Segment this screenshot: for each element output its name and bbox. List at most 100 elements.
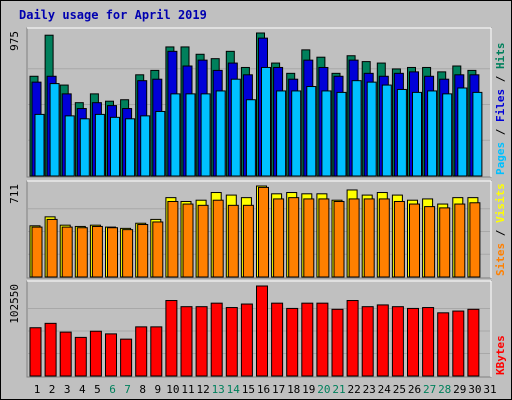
- bar-pages-day-30: [472, 91, 483, 177]
- day-label-23: 23: [363, 383, 376, 396]
- bar-sites-day-26: [409, 203, 420, 278]
- bar-kbytes-day-11: [180, 306, 193, 377]
- bar-pages-day-23: [366, 81, 377, 177]
- bar-pages-day-21: [336, 91, 347, 177]
- bar-kbytes-day-29: [452, 310, 465, 377]
- bar-kbytes-day-24: [376, 304, 389, 377]
- day-label-1: 1: [34, 383, 41, 396]
- day-label-13: 13: [212, 383, 225, 396]
- bar-kbytes-day-8: [135, 326, 148, 377]
- bar-sites-day-5: [91, 225, 103, 278]
- chart-title: Daily usage for April 2019: [19, 8, 207, 22]
- bar-pages-day-20: [321, 90, 332, 177]
- bar-sites-day-18: [288, 197, 300, 278]
- day-axis-labels: 1 2 3 4 5 6 7 8 9 10 11 12 13 14 15 16 17 18 19 20 21 22 23 24 2…: [34, 383, 497, 396]
- bar-kbytes-day-14: [225, 307, 238, 377]
- bar-kbytes-day-15: [240, 303, 253, 377]
- bar-pages-day-4: [79, 118, 90, 177]
- legend-files: Files: [494, 89, 507, 122]
- day-label-12: 12: [196, 383, 209, 396]
- day-label-2: 2: [49, 383, 56, 396]
- day-label-15: 15: [242, 383, 255, 396]
- bar-pages-day-5: [94, 113, 105, 177]
- day-label-6: 6: [109, 383, 116, 396]
- day-label-17: 17: [272, 383, 285, 396]
- panel-legend: KBytes: [494, 335, 507, 375]
- day-label-27: 27: [423, 383, 436, 396]
- day-label-8: 8: [139, 383, 146, 396]
- y-max-label: 711: [8, 184, 21, 204]
- bar-pages-day-27: [427, 90, 438, 177]
- day-label-29: 29: [453, 383, 466, 396]
- bar-kbytes-day-4: [74, 336, 87, 377]
- bar-pages-day-22: [351, 80, 362, 177]
- panel-legend: Sites / Visits: [494, 183, 507, 276]
- bar-sites-day-2: [46, 218, 58, 278]
- legend--: /: [494, 69, 507, 89]
- day-label-16: 16: [257, 383, 270, 396]
- bar-sites-day-4: [76, 227, 88, 278]
- bar-kbytes-day-17: [271, 302, 284, 377]
- day-label-11: 11: [181, 383, 194, 396]
- bar-kbytes-day-20: [316, 302, 329, 377]
- day-label-3: 3: [64, 383, 71, 396]
- bar-pages-day-28: [442, 93, 453, 177]
- bar-sites-day-25: [393, 200, 405, 278]
- chart-panels: 975 Pages / Files / Hits 711 Sites / Visits…: [8, 27, 507, 378]
- bar-pages-day-25: [396, 88, 407, 177]
- bar-kbytes-day-30: [467, 308, 480, 377]
- bar-pages-day-2: [49, 83, 60, 177]
- panel-visits_sites: 711 Sites / Visits: [8, 180, 507, 279]
- bar-kbytes-day-5: [89, 330, 102, 377]
- bar-pages-day-12: [200, 93, 211, 177]
- bar-sites-day-12: [197, 204, 209, 278]
- bar-sites-day-6: [107, 227, 118, 278]
- bar-sites-day-23: [363, 198, 375, 278]
- day-label-7: 7: [124, 383, 131, 396]
- bar-kbytes-day-13: [210, 302, 223, 377]
- day-label-4: 4: [79, 383, 86, 396]
- bar-pages-day-3: [64, 115, 75, 177]
- bar-sites-day-11: [182, 203, 194, 278]
- day-label-31: 31: [483, 383, 496, 396]
- bar-kbytes-day-16: [256, 285, 268, 377]
- day-label-5: 5: [94, 383, 101, 396]
- bar-pages-day-13: [215, 90, 226, 177]
- bar-pages-day-17: [276, 90, 287, 177]
- bar-kbytes-day-1: [29, 327, 42, 377]
- bar-sites-day-14: [227, 204, 239, 278]
- bar-pages-day-14: [230, 78, 241, 177]
- day-label-28: 28: [438, 383, 451, 396]
- day-label-24: 24: [378, 383, 392, 396]
- bar-pages-day-16: [261, 66, 271, 177]
- bar-pages-day-7: [125, 118, 136, 177]
- bar-sites-day-3: [61, 226, 73, 278]
- day-label-21: 21: [332, 383, 345, 396]
- bar-kbytes-day-21: [331, 308, 344, 377]
- bar-kbytes-day-27: [422, 307, 435, 377]
- bar-sites-day-13: [212, 199, 224, 278]
- panel-hits_files_pages: 975 Pages / Files / Hits: [8, 27, 507, 178]
- bar-sites-day-17: [273, 198, 285, 278]
- day-label-19: 19: [302, 383, 315, 396]
- bar-kbytes-day-7: [120, 338, 133, 377]
- y-max-label: 102550: [8, 284, 21, 324]
- day-label-20: 20: [317, 383, 330, 396]
- bar-sites-day-20: [318, 198, 330, 278]
- bar-sites-day-9: [152, 221, 164, 278]
- bar-kbytes-day-9: [150, 326, 163, 377]
- legend-kbytes: KBytes: [494, 335, 507, 375]
- bar-kbytes-day-25: [391, 306, 404, 377]
- day-label-26: 26: [408, 383, 421, 396]
- bar-kbytes-day-6: [105, 333, 117, 377]
- bar-pages-day-18: [291, 90, 302, 177]
- bar-sites-day-1: [31, 226, 43, 278]
- bar-sites-day-22: [348, 198, 360, 278]
- bar-sites-day-21: [333, 200, 345, 278]
- bar-sites-day-19: [303, 198, 315, 278]
- bar-kbytes-day-26: [407, 307, 419, 377]
- bar-kbytes-day-22: [346, 300, 359, 377]
- legend-sites: Sites: [494, 243, 507, 276]
- panel-kbytes: 102550 KBytes: [8, 280, 507, 378]
